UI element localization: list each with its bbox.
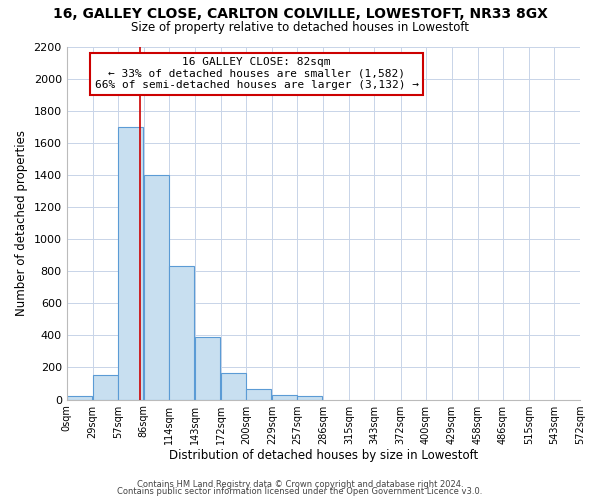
Bar (246, 389, 271, 400)
Bar (144, 175, 169, 400)
Text: 16, GALLEY CLOSE, CARLTON COLVILLE, LOWESTOFT, NR33 8GX: 16, GALLEY CLOSE, CARLTON COLVILLE, LOWE… (53, 8, 547, 22)
Bar (169, 266, 194, 400)
Bar (298, 396, 322, 400)
X-axis label: Distribution of detached houses by size in Lowestoft: Distribution of detached houses by size … (169, 450, 478, 462)
Bar (221, 373, 246, 400)
Bar (195, 337, 220, 400)
Text: Contains public sector information licensed under the Open Government Licence v3: Contains public sector information licen… (118, 487, 482, 496)
Bar (67, 396, 92, 400)
Y-axis label: Number of detached properties: Number of detached properties (15, 130, 28, 316)
Text: Size of property relative to detached houses in Lowestoft: Size of property relative to detached ho… (131, 21, 469, 34)
Bar (92, 374, 118, 400)
Text: 16 GALLEY CLOSE: 82sqm
← 33% of detached houses are smaller (1,582)
66% of semi-: 16 GALLEY CLOSE: 82sqm ← 33% of detached… (95, 57, 419, 90)
Bar (118, 126, 143, 400)
Text: Contains HM Land Registry data © Crown copyright and database right 2024.: Contains HM Land Registry data © Crown c… (137, 480, 463, 489)
Bar (272, 395, 298, 400)
